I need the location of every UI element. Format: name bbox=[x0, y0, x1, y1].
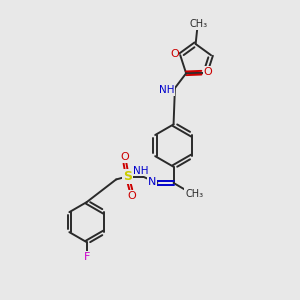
Text: CH₃: CH₃ bbox=[190, 19, 208, 29]
Text: O: O bbox=[127, 190, 136, 201]
Text: O: O bbox=[203, 67, 212, 77]
Text: F: F bbox=[83, 252, 90, 262]
Text: CH₃: CH₃ bbox=[185, 189, 203, 199]
Text: NH: NH bbox=[159, 85, 174, 95]
Text: O: O bbox=[120, 152, 129, 162]
Text: O: O bbox=[170, 49, 179, 59]
Text: N: N bbox=[148, 177, 156, 188]
Text: NH: NH bbox=[133, 166, 148, 176]
Text: S: S bbox=[123, 170, 132, 183]
